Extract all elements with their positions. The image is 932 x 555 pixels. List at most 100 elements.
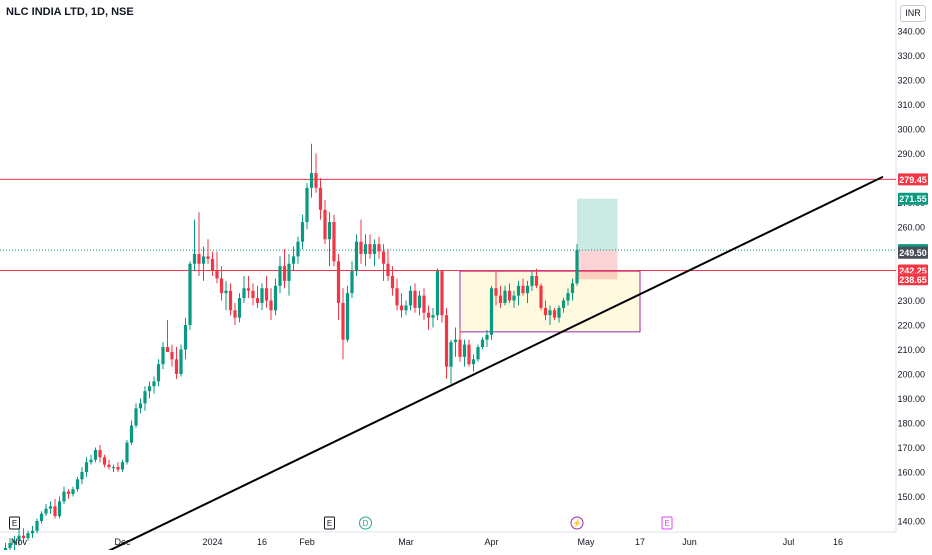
candle-body (570, 283, 575, 294)
candle-body (422, 295, 426, 313)
candle (444, 307, 449, 379)
candle-body (30, 530, 35, 534)
earnings-letter: E (12, 519, 17, 528)
candle (215, 251, 219, 284)
candle (435, 268, 440, 321)
candle (336, 253, 341, 321)
candle (255, 285, 260, 308)
price-label-279.45: 279.45 (898, 173, 928, 186)
candle-body (39, 513, 44, 521)
candle-body (408, 290, 413, 306)
candle (462, 339, 467, 367)
candle-body (359, 241, 363, 254)
candle-body (242, 288, 246, 299)
candle (48, 501, 53, 514)
candle (21, 528, 26, 544)
event-marker-earnings: E (324, 516, 335, 530)
candle (62, 486, 66, 504)
candle-body (48, 506, 53, 509)
y-tick-label: 200.00 (897, 370, 925, 380)
candle-body (494, 288, 498, 296)
candle-body (98, 449, 102, 458)
candle (84, 457, 89, 477)
candle (219, 266, 224, 301)
candle (390, 266, 395, 296)
candle-body (390, 276, 395, 289)
candle (246, 276, 251, 299)
candle (242, 276, 246, 303)
candle (431, 307, 435, 328)
candle-body (489, 288, 494, 335)
dividend-letter: D (363, 519, 369, 528)
candle-body (566, 293, 570, 301)
candle (30, 525, 35, 539)
candle (17, 528, 21, 546)
x-tick-label: Jun (682, 537, 697, 547)
candle (368, 234, 372, 259)
candle (89, 454, 93, 465)
candle (210, 251, 215, 276)
candle-body (201, 256, 206, 264)
candle (152, 376, 156, 394)
candle (498, 285, 503, 308)
candle (363, 234, 368, 267)
price-label-text: 242.25 (899, 266, 927, 276)
candle (557, 305, 561, 323)
candle (323, 200, 327, 245)
price-label-bg (898, 246, 928, 259)
price-label-text: 249.50 (899, 248, 927, 258)
candle-body (395, 288, 399, 306)
candle-body (543, 307, 548, 316)
candle-body (84, 462, 89, 472)
candle-body (521, 285, 525, 294)
candle (233, 302, 237, 325)
candle-body (116, 467, 120, 470)
candle-body (107, 464, 111, 468)
candle (458, 327, 462, 362)
candle-body (17, 535, 21, 541)
candle-body (323, 209, 327, 240)
y-tick-label: 190.00 (897, 394, 925, 404)
candle-body (62, 491, 66, 502)
candle (548, 305, 552, 325)
price-label-238.65: 238.65 (898, 273, 928, 286)
candle-body (152, 381, 156, 387)
candle-body (170, 351, 174, 360)
earnings-icon (324, 516, 335, 530)
candle-body (552, 310, 557, 318)
candle (156, 359, 161, 387)
stop-zone (577, 250, 618, 280)
candle (120, 459, 125, 472)
candle (287, 253, 291, 296)
candle (354, 234, 359, 276)
candle (552, 307, 557, 321)
candle-body (300, 222, 305, 242)
candle (507, 283, 512, 303)
candle-body (386, 263, 390, 276)
candle-body (44, 508, 48, 514)
candle-body (287, 263, 291, 281)
candle-body (233, 310, 237, 318)
candle (489, 285, 494, 340)
candle-body (354, 241, 359, 272)
candle-body (309, 173, 314, 188)
y-tick-label: 170.00 (897, 443, 925, 453)
candle (530, 271, 534, 291)
candle-body (8, 543, 12, 548)
candle-body (534, 276, 539, 286)
candle (39, 511, 44, 524)
candle-body (512, 295, 516, 301)
y-tick-label: 340.00 (897, 27, 925, 37)
dividend-icon (359, 516, 372, 530)
candle-body (345, 293, 350, 340)
candle (534, 268, 539, 289)
y-tick-label: 300.00 (897, 125, 925, 135)
candle-body (255, 298, 260, 303)
symbol-title[interactable]: NLC INDIA LTD, 1D, NSE (6, 6, 134, 18)
candle (359, 219, 363, 264)
candle-body (215, 271, 219, 279)
earnings-icon (661, 516, 673, 530)
currency-button[interactable]: INR (900, 5, 926, 22)
y-tick-label: 230.00 (897, 296, 925, 306)
